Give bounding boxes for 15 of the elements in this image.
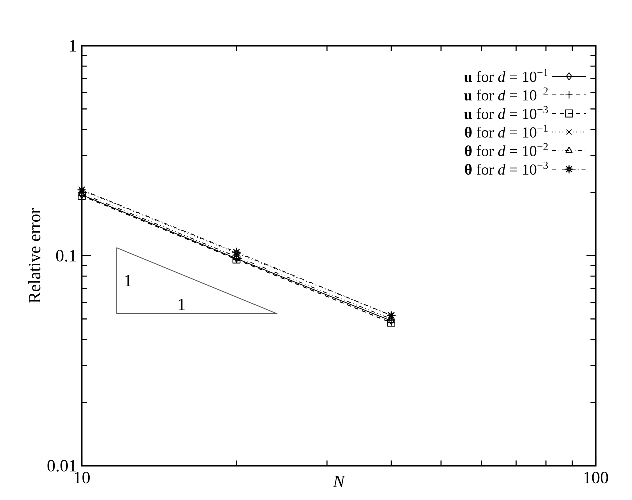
y-axis-title: Relative error	[28, 208, 41, 304]
annotation: 1	[125, 275, 132, 286]
y-tick-label: 1	[70, 40, 76, 52]
legend-label: u for d = 10$^{−2}$	[464, 88, 548, 101]
x-tick-label: 100	[584, 472, 608, 484]
annotation: 1	[178, 298, 186, 310]
y-tick-label: 0.01	[48, 460, 76, 472]
legend-label: θ for d = 10$^{−2}$	[465, 143, 548, 156]
legend-label: u for d = 10$^{−1}$	[464, 69, 548, 82]
x-axis-title: N	[333, 476, 346, 488]
y-tick-label: 0.1	[56, 250, 76, 262]
x-tick-label: 10	[74, 472, 90, 484]
legend-label: θ for d = 10$^{−1}$	[465, 124, 548, 138]
legend-label: u for d = 10$^{−3}$	[464, 106, 548, 120]
legend-label: θ for d = 10$^{−3}$	[465, 162, 548, 175]
